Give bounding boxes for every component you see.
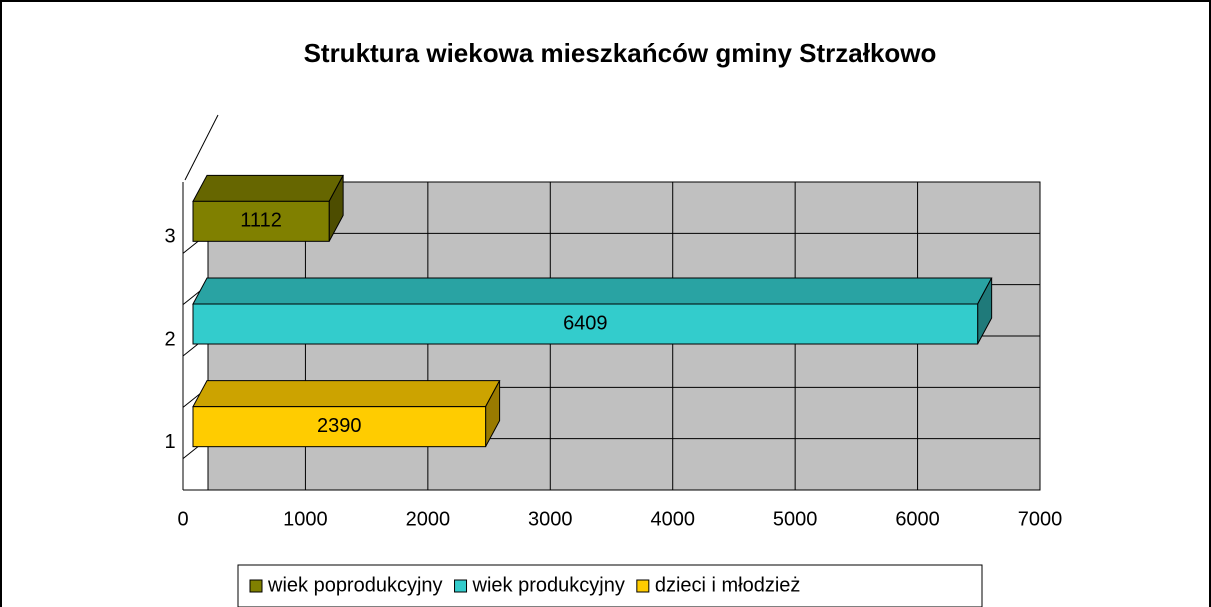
bar-top: [192, 174, 344, 202]
x-tick-label: 2000: [406, 508, 451, 530]
bar-top: [192, 380, 501, 408]
x-tick-label: 1000: [283, 508, 328, 530]
legend-label: dzieci i młodzież: [655, 574, 801, 596]
axis-edge: [184, 114, 219, 181]
legend-swatch: [249, 579, 263, 593]
chart-title: Struktura wiekowa mieszkańców gminy Strz…: [304, 38, 937, 68]
legend-label: wiek poprodukcyjny: [267, 574, 443, 596]
legend-label: wiek produkcyjny: [472, 574, 625, 596]
bar: [192, 200, 330, 242]
y-tick-label: 2: [164, 328, 175, 350]
x-tick-label: 5000: [773, 508, 818, 530]
x-tick-label: 7000: [1018, 508, 1063, 530]
value-label: 1112: [240, 210, 282, 232]
x-tick-label: 4000: [650, 508, 695, 530]
legend-swatch: [636, 579, 650, 593]
bar: [192, 303, 979, 345]
value-label: 6409: [563, 312, 608, 334]
bar: [192, 406, 487, 448]
y-tick-label: 3: [164, 226, 175, 248]
x-tick-label: 3000: [528, 508, 573, 530]
legend-swatch: [454, 579, 468, 593]
y-tick-label: 1: [164, 431, 175, 453]
x-tick-label: 6000: [895, 508, 940, 530]
legend-box: [237, 564, 983, 607]
x-tick-label: 0: [177, 508, 188, 530]
value-label: 2390: [317, 415, 362, 437]
bar-top: [192, 277, 993, 305]
